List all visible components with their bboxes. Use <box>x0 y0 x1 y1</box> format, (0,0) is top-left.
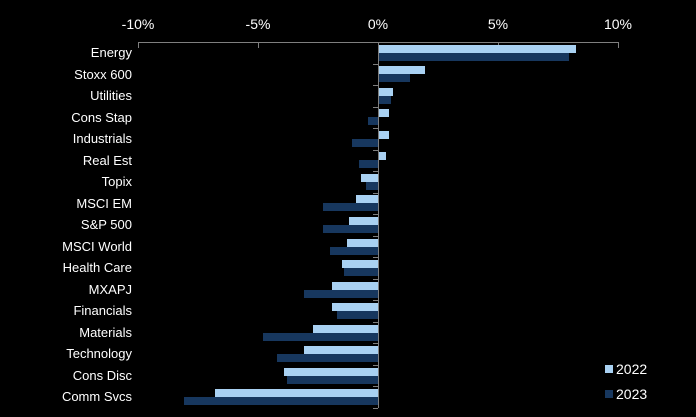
x-axis-tick-label: 10% <box>603 16 633 32</box>
category-label: Comm Svcs <box>61 389 132 405</box>
bar-2022-financials <box>332 303 378 312</box>
x-axis-tick-label: -10% <box>121 16 155 32</box>
bar-2022-technology <box>303 346 378 355</box>
legend-swatch-2022 <box>605 365 613 373</box>
legend-entry-2023: 2023 <box>605 385 647 403</box>
legend-label-2023: 2023 <box>616 386 648 402</box>
bar-2022-health-care <box>342 260 378 269</box>
category-label: MSCI EM <box>76 195 132 211</box>
category-label: Cons Disc <box>72 367 132 383</box>
legend-entry-2022: 2022 <box>605 360 647 378</box>
x-axis-tick-label: -5% <box>245 16 271 32</box>
bar-2022-real-est <box>379 152 387 161</box>
category-tick <box>373 106 378 108</box>
category-label: Technology <box>66 346 132 362</box>
category-tick <box>373 235 378 237</box>
bar-2022-materials <box>313 324 378 333</box>
category-tick <box>373 192 378 194</box>
bar-2022-stoxx-600 <box>379 66 425 75</box>
legend-swatch-2023 <box>605 390 613 398</box>
bar-2023-technology <box>277 354 378 363</box>
bar-2023-cons-stap <box>368 117 378 126</box>
bar-2023-financials <box>337 311 378 320</box>
bar-2022-mxapj <box>332 281 378 290</box>
bar-2023-comm-svcs <box>183 397 378 406</box>
category-label: MSCI World <box>62 238 132 254</box>
x-axis-tick-label: 5% <box>487 16 509 32</box>
bar-2023-msci-world <box>330 246 378 255</box>
category-tick <box>373 63 378 65</box>
bar-2022-comm-svcs <box>214 389 378 398</box>
bar-2022-utilities <box>379 87 394 96</box>
category-tick <box>373 321 378 323</box>
category-tick <box>373 364 378 366</box>
bar-2023-health-care <box>344 268 378 277</box>
bar-2022-s-p-500 <box>349 217 378 225</box>
category-tick <box>373 214 378 216</box>
category-tick <box>373 171 378 173</box>
category-label: MXAPJ <box>88 281 132 297</box>
category-tick <box>373 128 378 130</box>
category-tick <box>373 149 378 151</box>
category-tick <box>373 85 378 87</box>
bar-2022-msci-em <box>356 195 378 204</box>
bar-2022-cons-disc <box>284 367 378 376</box>
category-label: Health Care <box>62 260 132 276</box>
category-label: Stoxx 600 <box>74 66 132 82</box>
category-tick <box>373 257 378 259</box>
bar-2023-real-est <box>358 160 378 169</box>
category-label: Materials <box>79 324 132 340</box>
category-label: Utilities <box>90 88 132 104</box>
bar-2023-msci-em <box>322 203 378 212</box>
category-tick <box>373 408 378 409</box>
category-label: Cons Stap <box>71 109 132 125</box>
x-axis-tick <box>258 42 259 48</box>
bar-2022-topix <box>361 173 378 182</box>
bar-2023-utilities <box>379 95 391 104</box>
x-axis-tick <box>138 42 139 48</box>
category-label: Energy <box>90 45 132 60</box>
category-label: Topix <box>101 174 132 190</box>
x-axis-tick-label: 0% <box>367 16 389 32</box>
category-label: Industrials <box>72 131 132 147</box>
legend-label-2022: 2022 <box>616 361 648 377</box>
bar-2023-mxapj <box>303 289 378 298</box>
bar-2023-industrials <box>351 138 378 147</box>
bar-2022-msci-world <box>346 238 378 247</box>
category-tick <box>373 300 378 302</box>
category-tick <box>373 42 378 43</box>
bar-2022-energy <box>379 44 576 53</box>
bar-2022-cons-stap <box>379 109 389 118</box>
x-axis-tick <box>618 42 619 48</box>
category-label: Real Est <box>82 152 132 168</box>
category-tick <box>373 278 378 280</box>
bar-2022-industrials <box>379 130 389 139</box>
bar-2023-energy <box>379 52 569 61</box>
bar-2023-topix <box>366 181 378 190</box>
legend: 2022 2023 <box>605 360 647 410</box>
category-label: Financials <box>73 303 132 319</box>
bar-2023-materials <box>262 332 378 341</box>
category-tick <box>373 343 378 345</box>
bar-2023-stoxx-600 <box>379 74 411 83</box>
zero-baseline <box>378 42 379 408</box>
category-tick <box>373 386 378 388</box>
bar-2023-cons-disc <box>286 375 378 384</box>
category-label: S&P 500 <box>80 217 132 233</box>
bar-2023-s-p-500 <box>322 225 378 233</box>
